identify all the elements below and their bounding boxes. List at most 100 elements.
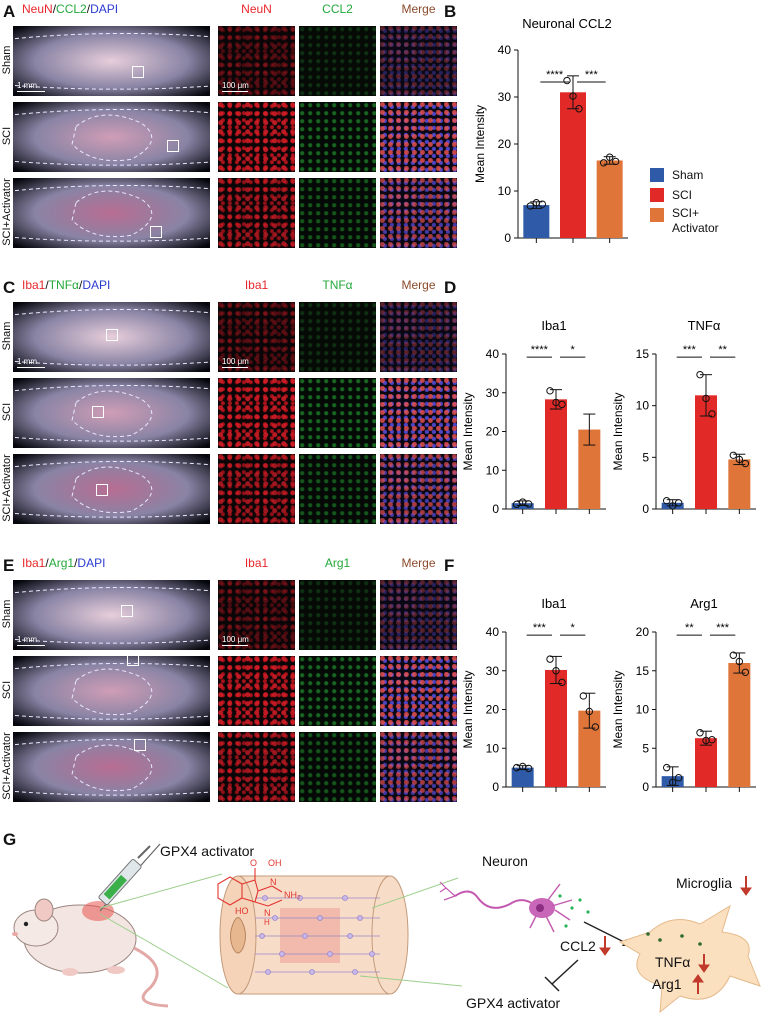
y-axis-label: Mean Intensity: [612, 392, 625, 470]
significance-label: *: [571, 344, 576, 356]
data-point: [526, 202, 535, 210]
data-point: [708, 410, 716, 418]
y-tick-label: 10: [486, 741, 500, 755]
high-mag-micrograph: [299, 732, 376, 802]
column-header-col3: CCL2: [322, 2, 353, 16]
y-tick-label: 15: [636, 347, 650, 361]
y-tick-label: 40: [486, 625, 500, 639]
row-label: SCI: [1, 402, 13, 422]
data-point: [575, 105, 583, 113]
column-header-col4: Merge: [401, 2, 436, 16]
data-point: [591, 723, 600, 731]
legend-item-sham: Sham: [650, 166, 765, 184]
y-tick-label: 30: [498, 90, 512, 104]
bar-sham: [523, 205, 550, 238]
scale-bar-label: 100 μm: [222, 81, 249, 90]
row-label: SCI+Activator: [1, 178, 13, 246]
high-mag-micrograph: [299, 378, 376, 448]
region-of-interest-box: [167, 140, 179, 152]
inhibition-line: [544, 959, 579, 992]
data-point: [611, 157, 620, 166]
inhibitor-label: GPX4 activator: [466, 995, 560, 1011]
stain-header-part: NeuN: [22, 2, 53, 16]
data-point: [735, 657, 744, 666]
data-point: [569, 92, 577, 100]
neuron-illustration: [439, 881, 590, 933]
data-point: [741, 668, 750, 677]
stain-header-part: /: [45, 278, 49, 292]
stain-header-part: /: [45, 556, 49, 570]
legend-label: SCI: [672, 188, 693, 202]
legend-item-sci: SCI: [650, 186, 765, 204]
y-tick-label: 40: [498, 43, 512, 57]
high-mag-micrograph: [299, 178, 376, 248]
y-tick-label: 0: [642, 780, 649, 794]
y-tick-label: 15: [636, 664, 650, 678]
row-label: Sham: [1, 321, 13, 351]
y-tick-label: 5: [642, 450, 649, 464]
bar-sci: [695, 395, 717, 509]
low-mag-micrograph: [13, 454, 210, 524]
scale-bar-label: 100 μm: [222, 635, 249, 644]
bar-sci-activator: [578, 429, 601, 509]
data-point: [585, 707, 594, 716]
chart-title: Iba1: [541, 318, 566, 333]
high-mag-micrograph: [299, 656, 376, 726]
scale-bar-label: 100 μm: [222, 357, 249, 366]
data-point: [708, 736, 716, 744]
legend-item-sci-activator: SCI+ Activator: [650, 206, 765, 236]
legend-swatch: [650, 168, 664, 182]
tnfa-label: TNFα: [655, 954, 690, 970]
region-of-interest-box: [134, 739, 146, 751]
panel-label-a: A: [3, 2, 16, 21]
chart-title: TNFα: [688, 318, 721, 333]
y-tick-label: 20: [486, 425, 500, 439]
chem-NH2: NH₂: [284, 890, 301, 900]
y-tick-label: 10: [486, 463, 500, 477]
bar-sci-activator: [728, 663, 751, 787]
panel-label-g: G: [3, 830, 17, 849]
activator-title: GPX4 activator: [160, 843, 254, 859]
stain-header-part: Iba1: [22, 556, 46, 570]
data-point: [546, 655, 554, 663]
region-of-interest-box: [127, 656, 139, 666]
scale-bar: 100 μm: [222, 81, 249, 92]
data-point: [702, 394, 710, 403]
significance-label: ****: [531, 344, 549, 356]
data-point: [546, 387, 554, 395]
low-mag-micrograph: [13, 732, 210, 802]
chem-NH: N: [264, 908, 271, 918]
column-header-col3: Arg1: [324, 556, 351, 570]
down-arrow-icon: [740, 876, 752, 896]
high-mag-micrograph: [218, 178, 295, 248]
y-tick-label: 0: [504, 231, 511, 245]
data-point: [668, 502, 677, 510]
significance-label: ***: [533, 622, 547, 634]
tissue-outline: [14, 662, 209, 720]
data-point: [558, 678, 566, 687]
stain-header-part: Arg1: [48, 556, 75, 570]
syringe-icon: [98, 843, 161, 912]
stain-header-part: DAPI: [90, 2, 119, 16]
y-tick-label: 20: [486, 703, 500, 717]
high-mag-micrograph: [380, 26, 457, 96]
region-of-interest-box: [96, 484, 108, 496]
bar-sci: [560, 92, 586, 238]
data-point: [735, 455, 744, 464]
tissue-outline: [14, 460, 209, 518]
high-mag-micrograph: [299, 26, 376, 96]
scale-bar-label: 1 mm: [17, 81, 37, 90]
stain-header-part: DAPI: [77, 556, 106, 570]
scale-bar: 1 mm: [17, 357, 45, 368]
stain-header-part: CCL2: [56, 2, 87, 16]
significance-label: ***: [716, 622, 730, 634]
tissue-outline: [14, 384, 209, 442]
high-mag-micrograph: [218, 454, 295, 524]
data-point: [662, 763, 671, 772]
gpx4-activator-structure: [217, 868, 283, 907]
panel-label-b: B: [444, 2, 457, 21]
high-mag-micrograph: [380, 454, 457, 524]
y-tick-label: 0: [492, 780, 499, 794]
